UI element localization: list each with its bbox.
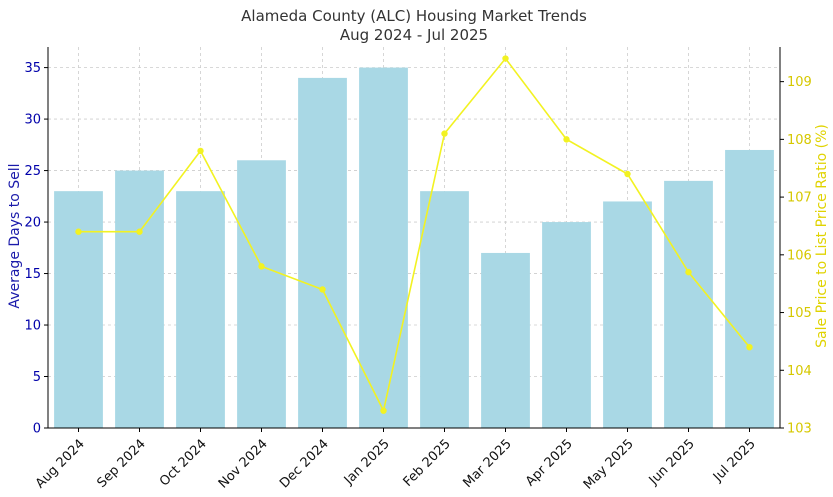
bar — [176, 191, 225, 428]
tick-label: 20 — [24, 216, 41, 231]
bar — [359, 67, 408, 428]
tick-label: Aug 2024 — [33, 437, 88, 492]
axes — [47, 47, 781, 429]
bar — [603, 201, 652, 428]
tick-label: 107 — [787, 191, 812, 206]
bar — [298, 77, 347, 428]
tick-label: 15 — [24, 267, 41, 282]
tick-label: 108 — [787, 133, 812, 148]
line-point — [563, 136, 570, 143]
line-point — [624, 170, 631, 178]
line-point — [502, 55, 509, 62]
bar-series — [54, 67, 774, 429]
chart-subtitle: Aug 2024 - Jul 2025 — [340, 26, 488, 44]
line-point — [685, 268, 692, 276]
tick-label: 105 — [787, 306, 812, 321]
bar — [664, 180, 713, 428]
tick-label: Dec 2024 — [277, 437, 332, 492]
right-axis-ticks: 103 104 105 106 107 108 109 — [780, 75, 812, 437]
line-point — [380, 407, 387, 414]
tick-label: 30 — [24, 113, 41, 128]
tick-label: Jul 2025 — [710, 437, 759, 486]
tick-label: 35 — [24, 61, 41, 76]
tick-label: Apr 2025 — [523, 437, 576, 490]
bar — [542, 222, 591, 428]
bar — [420, 191, 469, 428]
line-point — [258, 263, 265, 270]
tick-label: 109 — [787, 75, 812, 90]
tick-label: 103 — [787, 422, 812, 437]
y-axis-label: Average Days to Sell — [7, 163, 23, 308]
chart-title: Alameda County (ALC) Housing Market Tren… — [241, 7, 587, 25]
tick-label: Sep 2024 — [95, 437, 149, 491]
tick-label: May 2025 — [581, 437, 637, 493]
line-point — [746, 343, 753, 351]
line-point — [441, 130, 448, 137]
y2-axis-label: Sale Price to List Price Ratio (%) — [814, 124, 830, 348]
tick-label: Jun 2025 — [646, 437, 698, 489]
bar — [481, 252, 530, 428]
tick-label: Jan 2025 — [341, 437, 393, 489]
tick-label: Oct 2024 — [157, 437, 210, 490]
tick-label: 106 — [787, 248, 812, 263]
tick-label: 104 — [787, 364, 812, 379]
tick-label: 0 — [33, 422, 41, 437]
line-point — [197, 147, 204, 155]
tick-label: 25 — [24, 164, 41, 179]
line-series — [75, 55, 753, 414]
tick-label: Mar 2025 — [460, 437, 514, 491]
bar — [725, 149, 774, 429]
line-point — [75, 228, 82, 235]
series-line — [78, 57, 751, 414]
line-point — [319, 286, 326, 293]
bar — [54, 191, 103, 428]
x-axis-ticks: Aug 2024 Sep 2024 Oct 2024 Nov 2024 Dec 2024… — [33, 428, 759, 493]
left-axis-ticks: 0 5 10 15 20 25 30 35 — [24, 61, 48, 437]
tick-label: 10 — [24, 319, 41, 334]
line-point — [136, 228, 143, 235]
bar — [237, 160, 286, 428]
tick-label: Feb 2025 — [401, 437, 454, 490]
tick-label: 5 — [33, 370, 41, 385]
tick-label: Nov 2024 — [216, 437, 271, 492]
bar — [115, 170, 164, 428]
